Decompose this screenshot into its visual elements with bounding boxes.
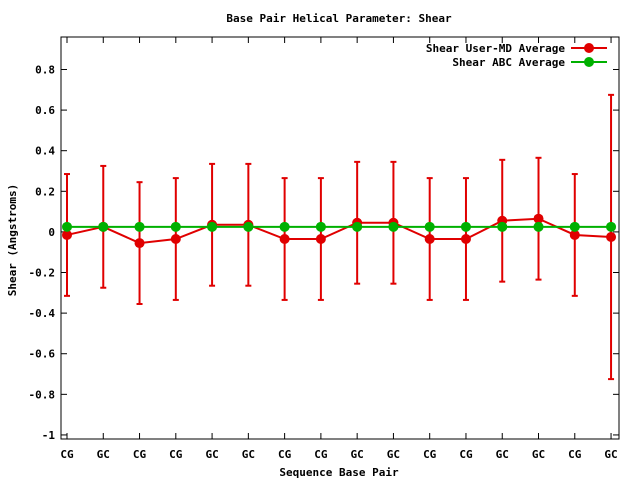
series-0-point (315, 234, 326, 245)
series-1-point (62, 221, 72, 232)
legend-marker (584, 57, 594, 67)
series-1-point (606, 221, 617, 232)
series-1-point (460, 221, 471, 232)
series-1-point (243, 221, 254, 232)
x-tick-label: CG (133, 448, 147, 461)
y-tick-label: 0 (48, 226, 55, 239)
y-tick-label: -0.2 (29, 267, 56, 280)
y-tick-label: -0.4 (29, 307, 56, 320)
y-tick-label: -0.8 (29, 388, 56, 401)
x-tick-label: GC (205, 448, 218, 461)
x-axis-label: Sequence Base Pair (279, 466, 399, 479)
x-tick-label: CG (169, 448, 183, 461)
series-1-point (207, 221, 218, 232)
series-1-point (352, 221, 363, 232)
series-1-point (424, 221, 435, 232)
series-0-point (279, 234, 290, 245)
y-tick-label: -0.6 (29, 348, 56, 361)
x-tick-label: CG (423, 448, 437, 461)
x-tick-label: CG (568, 448, 582, 461)
series-1-point (134, 221, 145, 232)
series-0-point (606, 231, 617, 242)
x-tick-label: GC (97, 448, 110, 461)
series-line-0 (66, 217, 612, 245)
series-0-point (424, 234, 435, 245)
series-1-point (388, 221, 399, 232)
x-tick-label: CG (314, 448, 328, 461)
series-0-point (170, 234, 181, 245)
legend-label: Shear User-MD Average (426, 42, 565, 55)
y-tick-label: -1 (42, 429, 56, 442)
series-0-point (569, 229, 580, 240)
axis-ticks: 0.8 0.6 0.4 0.2 0 -0.2 -0.4 -0.6 -0.8 -1 CG GC CG CG G… (29, 37, 619, 461)
legend-label: Shear ABC Average (452, 56, 565, 69)
legend-marker (584, 43, 594, 53)
series-lines (66, 217, 612, 245)
series-0-point (134, 238, 145, 249)
series-1-point (315, 221, 326, 232)
series-0-point (460, 234, 471, 245)
series-points (62, 213, 617, 249)
series-1-point (170, 221, 181, 232)
y-tick-label: 0.2 (35, 185, 55, 198)
y-tick-label: 0.4 (35, 145, 55, 158)
x-tick-label: CG (278, 448, 292, 461)
y-tick-label: 0.8 (35, 63, 55, 76)
series-1-point (497, 221, 508, 232)
error-bars (64, 93, 615, 381)
chart-title: Base Pair Helical Parameter: Shear (226, 12, 452, 25)
x-tick-label: GC (387, 448, 400, 461)
y-axis-label: Shear (Angstroms) (6, 184, 19, 297)
series-0-point (62, 229, 72, 240)
series-0-point (533, 213, 544, 224)
x-tick-label: GC (604, 448, 617, 461)
series-1-point (569, 221, 580, 232)
x-tick-label: GC (351, 448, 364, 461)
y-tick-label: 0.6 (35, 104, 55, 117)
x-tick-label: CG (459, 448, 473, 461)
x-tick-label: CG (60, 448, 74, 461)
series-1-point (279, 221, 290, 232)
plot-frame (60, 36, 620, 440)
x-tick-label: GC (242, 448, 255, 461)
series-1-point (533, 221, 544, 232)
series-1-point (98, 221, 109, 232)
x-tick-label: GC (496, 448, 509, 461)
x-tick-label: GC (532, 448, 545, 461)
